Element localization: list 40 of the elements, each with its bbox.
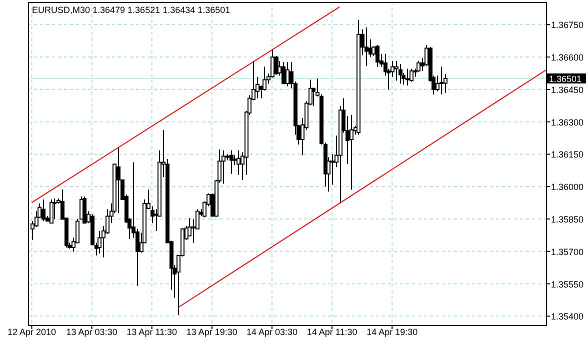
y-tick-label: 1.36600: [551, 52, 584, 63]
y-tick-label: 1.35400: [551, 312, 584, 322]
ref-line-label: 1.36501: [549, 74, 582, 84]
candlestick: [232, 154, 236, 166]
x-tick-label: 14 Apr 19:30: [366, 327, 418, 337]
candlestick: [398, 63, 402, 84]
x-tick-label: 12 Apr 2010: [7, 327, 56, 337]
candlestick: [274, 55, 278, 76]
candlestick: [52, 198, 56, 220]
candlestick: [330, 154, 334, 186]
y-tick-label: 1.35850: [551, 214, 584, 224]
candlestick: [222, 150, 226, 184]
candlestick: [236, 150, 240, 176]
x-tick-label: 13 Apr 19:30: [186, 327, 238, 337]
y-tick-label: 1.36300: [551, 117, 584, 128]
candlestick: [394, 60, 398, 82]
y-tick-label: 1.35700: [551, 246, 584, 257]
candlestick: [42, 199, 46, 222]
y-tick-label: 1.36450: [551, 84, 584, 95]
candlestick: [98, 230, 102, 254]
x-tick-label: 13 Apr 03:30: [66, 327, 118, 337]
y-tick-label: 1.36750: [551, 20, 584, 30]
candlestick: [282, 62, 286, 84]
candlestick: [364, 26, 368, 66]
chart-title: EURUSD,M30 1.36479 1.36521 1.36434 1.36501: [32, 5, 230, 15]
candlestick: [440, 66, 444, 95]
candlestick: [406, 68, 410, 86]
candlestick: [116, 146, 120, 214]
x-tick-label: 14 Apr 11:30: [306, 327, 358, 337]
candlestick: [350, 114, 354, 190]
y-tick-label: 1.35550: [551, 279, 584, 290]
y-tick-label: 1.36000: [551, 182, 584, 192]
candlestick: [230, 150, 234, 174]
x-tick-label: 14 Apr 03:30: [246, 327, 298, 337]
candlestick: [286, 62, 290, 87]
x-tick-label: 13 Apr 11:30: [126, 327, 178, 337]
candlestick: [376, 44, 380, 68]
candlestick: [410, 68, 414, 82]
candlestick: [50, 199, 54, 224]
y-tick-label: 1.36150: [551, 150, 584, 160]
